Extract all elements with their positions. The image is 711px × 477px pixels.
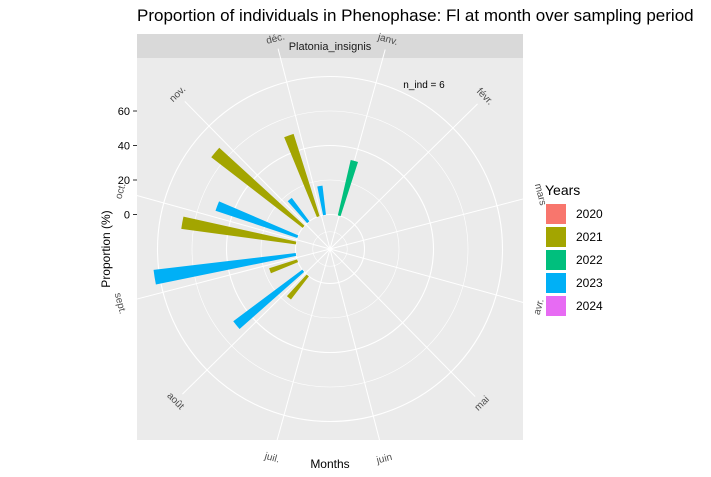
month-spoke	[182, 248, 331, 395]
month-spoke	[329, 196, 531, 250]
facet-label: Platonia_insignis	[289, 41, 372, 53]
month-label: janv.	[376, 32, 400, 48]
y-axis: 60 40 20 0	[118, 106, 137, 222]
y-axis-label: Proportion (%)	[99, 210, 113, 287]
grid-circle	[191, 110, 469, 388]
bar-2023	[317, 185, 326, 216]
bar-2023	[215, 201, 299, 239]
month-label: sept.	[112, 292, 128, 316]
bars	[153, 133, 359, 330]
grid-circle	[260, 179, 400, 319]
grid-circle	[156, 75, 504, 423]
bar-2023	[153, 253, 297, 285]
legend-label: 2022	[576, 253, 603, 267]
month-spoke	[184, 101, 331, 250]
y-tick-label: 0	[124, 210, 130, 222]
month-spoke	[329, 248, 383, 450]
bar-2022	[337, 159, 359, 217]
bar-2023	[233, 269, 305, 330]
legend-title: Years	[545, 182, 580, 198]
month-spoke	[329, 248, 476, 397]
x-axis-label: Months	[310, 457, 349, 471]
y-tick-label: 60	[118, 106, 130, 118]
bar-2021	[181, 216, 297, 245]
month-spoke	[329, 248, 530, 305]
radial-gridlines	[156, 75, 504, 423]
legend-label: 2020	[576, 207, 603, 221]
legend-swatch	[546, 273, 566, 293]
bar-2021	[286, 274, 309, 300]
y-tick-label: 20	[118, 175, 130, 187]
month-label: oct.	[114, 182, 129, 200]
legend-label: 2024	[576, 299, 603, 313]
legend-swatch	[546, 204, 566, 224]
y-tick-label: 40	[118, 141, 130, 153]
bar-2023	[287, 197, 310, 224]
month-spoke	[129, 248, 331, 302]
facet-strip	[137, 34, 523, 58]
month-label: juin	[375, 452, 394, 467]
bar-2021	[211, 147, 305, 228]
month-spokes	[129, 48, 531, 450]
bar-2021	[269, 259, 299, 274]
month-label: avr.	[532, 298, 547, 316]
legend-swatch	[546, 250, 566, 270]
month-label: mars	[532, 182, 548, 206]
month-label: déc.	[265, 31, 286, 46]
legend-swatch	[546, 227, 566, 247]
grid-circle	[312, 231, 348, 267]
month-spoke	[329, 103, 478, 250]
legend-label: 2021	[576, 230, 603, 244]
month-spoke	[130, 193, 331, 250]
legend: Years 2020 2021 2022 2023 2024	[545, 182, 603, 316]
n-ind-annotation: n_ind = 6	[403, 80, 445, 91]
month-spoke	[274, 248, 331, 449]
chart-title: Proportion of individuals in Phenophase:…	[137, 6, 694, 25]
month-label: juil.	[262, 451, 280, 466]
month-spoke	[277, 48, 331, 250]
grid-circle	[294, 213, 366, 285]
grid-circle	[225, 144, 435, 354]
legend-label: 2023	[576, 276, 603, 290]
legend-swatch	[546, 296, 566, 316]
bar-2021	[284, 133, 320, 218]
